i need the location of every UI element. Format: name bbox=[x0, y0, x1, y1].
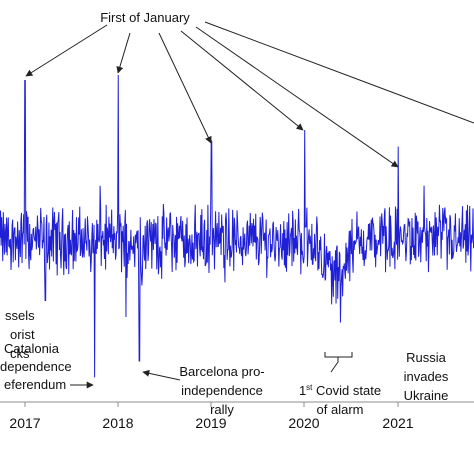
svg-text:eferendum: eferendum bbox=[4, 377, 66, 392]
series-line bbox=[0, 74, 474, 378]
svg-text:Russia: Russia bbox=[406, 350, 447, 365]
svg-text:ssels: ssels bbox=[5, 308, 35, 323]
x-tick-label: 2020 bbox=[288, 415, 319, 431]
arrow-2022 bbox=[204, 21, 474, 124]
svg-text:invades: invades bbox=[404, 369, 449, 384]
svg-text:Barcelona pro-: Barcelona pro- bbox=[179, 364, 264, 379]
plot-area bbox=[0, 74, 474, 378]
svg-text:rally: rally bbox=[210, 402, 234, 417]
annotation-brussels: ssels orist cks bbox=[5, 308, 35, 361]
arrow-2017 bbox=[25, 24, 108, 77]
x-tick-label: 2019 bbox=[195, 415, 226, 431]
covid-bracket bbox=[324, 352, 353, 373]
arrow-2021 bbox=[195, 26, 399, 168]
arrow-barcelona bbox=[142, 369, 181, 381]
svg-text:orist: orist bbox=[10, 327, 35, 342]
annotation-barcelona: Barcelona pro- independence rally bbox=[142, 364, 265, 417]
svg-text:of alarm: of alarm bbox=[317, 402, 364, 417]
arrow-2019 bbox=[158, 32, 212, 144]
svg-text:Catalonia: Catalonia bbox=[4, 341, 60, 356]
svg-text:cks: cks bbox=[10, 346, 30, 361]
arrow-2020 bbox=[180, 30, 304, 131]
annotation-first-of-january: First of January bbox=[100, 10, 190, 25]
annotation-covid: 1st Covid state of alarm bbox=[299, 352, 381, 417]
first-of-january-arrows bbox=[25, 21, 474, 168]
annotation-russia: Russia invades Ukraine bbox=[404, 350, 449, 403]
annotation-catalonia: Catalonia dependence eferendum bbox=[0, 341, 94, 392]
svg-text:independence: independence bbox=[181, 383, 263, 398]
svg-text:dependence: dependence bbox=[0, 359, 72, 374]
x-tick-label: 2021 bbox=[382, 415, 413, 431]
svg-text:Ukraine: Ukraine bbox=[404, 388, 449, 403]
x-tick-label: 2017 bbox=[9, 415, 40, 431]
x-tick-label: 2018 bbox=[102, 415, 133, 431]
x-axis-ticks: 2017 2018 2019 2020 2021 bbox=[9, 402, 414, 431]
arrow-2018 bbox=[116, 32, 131, 74]
svg-text:1st Covid state: 1st Covid state bbox=[299, 383, 381, 398]
